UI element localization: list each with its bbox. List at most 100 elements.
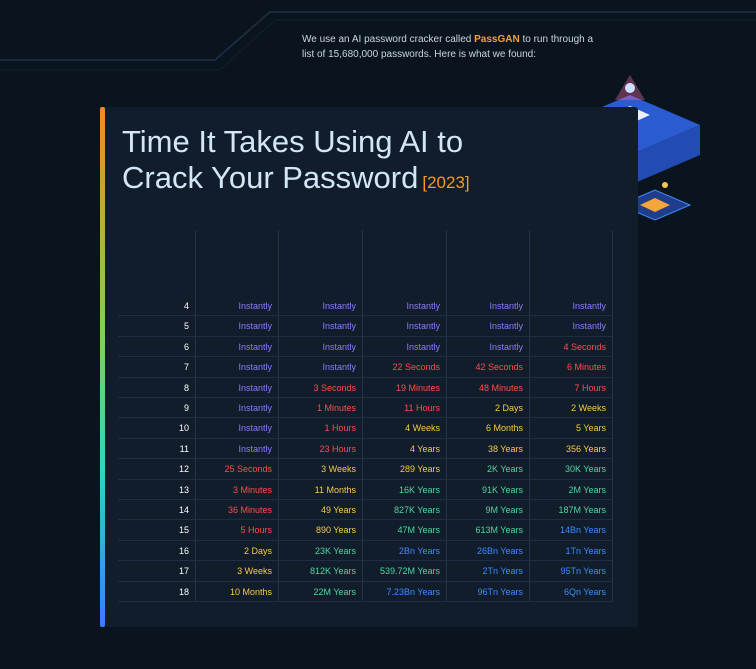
- crack-time: 5 Years: [575, 423, 606, 434]
- row-divider: [118, 499, 612, 500]
- crack-time: 9M Years: [485, 505, 523, 515]
- accent-bar: [100, 107, 105, 627]
- crack-time: 96Tn Years: [477, 586, 523, 597]
- character-count: 7: [183, 362, 189, 373]
- crack-time: Instantly: [238, 382, 272, 393]
- crack-time: Instantly: [406, 341, 440, 352]
- title-line: Time It Takes Using AI to: [122, 124, 464, 159]
- crack-time: Instantly: [489, 301, 523, 311]
- crack-time: 812K Years: [309, 566, 356, 577]
- row-divider: [118, 397, 612, 398]
- crack-time: 4 Seconds: [563, 341, 606, 352]
- crack-time: 7.23Bn Years: [386, 586, 440, 597]
- intro-text: We use an AI password cracker called Pas…: [302, 32, 602, 62]
- crack-time: 613M Years: [475, 525, 523, 536]
- crack-time: Instantly: [238, 341, 272, 352]
- character-count: 5: [183, 321, 189, 332]
- column-divider: [195, 230, 196, 602]
- crack-time: 356 Years: [565, 443, 606, 454]
- crack-time: 890 Years: [315, 525, 356, 536]
- crack-time: 3 Minutes: [232, 484, 272, 495]
- crack-time: 25 Seconds: [224, 464, 272, 475]
- crack-time: 827K Years: [393, 505, 440, 515]
- title-line: Crack Your Password [2023]: [122, 160, 470, 196]
- row-divider: [118, 539, 612, 541]
- crack-time: 42 Seconds: [475, 362, 523, 373]
- crack-time: 6 Months: [485, 423, 523, 434]
- crack-time: Instantly: [572, 321, 606, 332]
- character-count: 18: [178, 586, 189, 597]
- crack-time: 3 Seconds: [313, 382, 356, 393]
- title-year: [2023]: [422, 173, 470, 192]
- crack-time: Instantly: [238, 301, 272, 311]
- crack-time: Instantly: [489, 321, 523, 332]
- crack-time: 2Bn Years: [398, 545, 440, 556]
- row-divider: [118, 335, 612, 337]
- crack-time: 11 Hours: [404, 403, 440, 413]
- character-count: 10: [178, 423, 189, 434]
- character-count: 8: [183, 382, 189, 393]
- crack-time: 2M Years: [568, 484, 606, 495]
- column-divider: [278, 230, 279, 602]
- crack-time: 95Tn Years: [560, 566, 606, 577]
- crack-time: 48 Minutes: [478, 382, 523, 393]
- crack-time: 49 Years: [320, 505, 356, 515]
- crack-time: 2 Days: [243, 545, 272, 556]
- crack-time: Instantly: [322, 321, 356, 332]
- crack-time: Instantly: [322, 341, 356, 352]
- crack-time: 1Tn Years: [565, 545, 606, 556]
- row-divider: [118, 315, 612, 317]
- crack-time: 289 Years: [399, 464, 440, 475]
- row-divider: [118, 601, 612, 602]
- crack-time: 2Tn Years: [482, 566, 523, 577]
- row-divider: [118, 417, 612, 419]
- crack-time: 26Bn Years: [476, 545, 523, 556]
- crack-time: 7 Hours: [574, 382, 606, 393]
- crack-time: 6 Minutes: [566, 362, 606, 373]
- crack-time: Instantly: [406, 301, 440, 311]
- crack-time: Instantly: [489, 341, 523, 352]
- crack-time: 539.72M Years: [379, 566, 440, 577]
- crack-time: 11 Months: [314, 484, 356, 495]
- crack-time: 22M Years: [313, 586, 356, 597]
- crack-time: 1 Hours: [324, 423, 356, 434]
- crack-time: 36 Minutes: [227, 505, 272, 515]
- crack-time: 2 Days: [494, 403, 523, 413]
- crack-time: 16K Years: [398, 484, 440, 495]
- character-count: 4: [183, 301, 189, 311]
- column-divider: [612, 230, 613, 602]
- crack-time: 23 Hours: [319, 443, 356, 454]
- crack-time: 4 Weeks: [405, 423, 440, 434]
- row-divider: [118, 437, 612, 439]
- character-count: 11: [179, 443, 189, 454]
- intro-highlight: PassGAN: [474, 34, 520, 45]
- crack-time: Instantly: [238, 423, 272, 434]
- character-count: 15: [178, 525, 189, 536]
- character-count: 17: [178, 566, 189, 577]
- crack-time: Instantly: [238, 321, 272, 332]
- intro-before: We use an AI password cracker called: [302, 34, 475, 45]
- crack-time: Instantly: [572, 301, 606, 311]
- crack-time: 5 Hours: [240, 525, 272, 536]
- crack-time: 1 Minutes: [316, 403, 356, 413]
- crack-time: 91K Years: [481, 484, 523, 495]
- crack-time: Instantly: [238, 443, 272, 454]
- character-count: 13: [178, 484, 189, 495]
- character-count: 6: [183, 341, 189, 352]
- crack-time: 4 Years: [409, 443, 440, 454]
- row-divider: [118, 458, 612, 460]
- row-divider: [118, 519, 612, 521]
- character-count: 9: [183, 403, 189, 413]
- crack-time: 3 Weeks: [321, 464, 356, 475]
- row-divider: [118, 560, 612, 562]
- crack-time: Instantly: [406, 321, 440, 332]
- crack-time: 187M Years: [558, 505, 606, 515]
- crack-time: 47M Years: [397, 525, 440, 536]
- crack-time: 23K Years: [314, 545, 356, 556]
- crack-time: 3 Weeks: [237, 566, 272, 577]
- row-divider: [118, 356, 612, 358]
- character-count: 14: [178, 505, 189, 515]
- crack-time: Instantly: [322, 301, 356, 311]
- intro-after: to run through a list of 15,680,000 pass…: [302, 34, 594, 60]
